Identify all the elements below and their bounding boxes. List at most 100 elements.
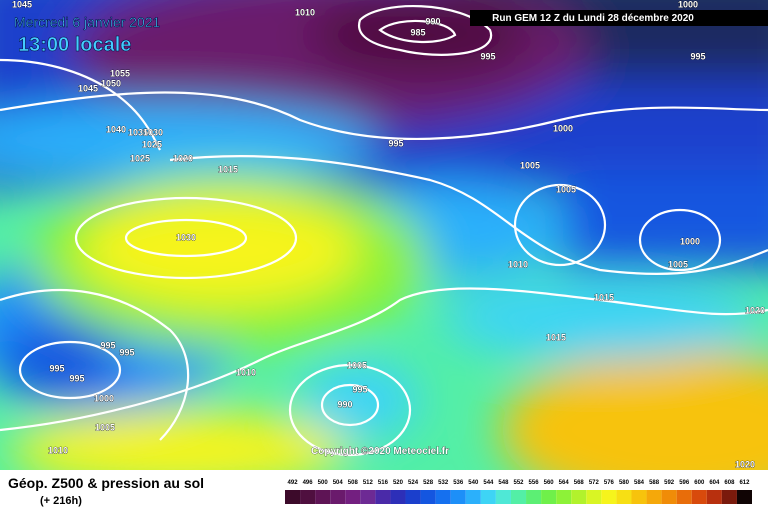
isobar-label: 995 bbox=[388, 138, 403, 148]
legend-label: 512 bbox=[363, 480, 374, 486]
legend-label: 560 bbox=[544, 480, 555, 486]
legend-label: 592 bbox=[664, 480, 675, 486]
legend-label: 552 bbox=[513, 480, 524, 486]
isobar-label: 1025 bbox=[130, 153, 150, 163]
isobar-label: 1000 bbox=[553, 123, 573, 133]
isobar-label: 1030 bbox=[143, 127, 163, 137]
legend-label: 564 bbox=[559, 480, 570, 486]
legend-swatch bbox=[360, 490, 376, 504]
legend-label: 608 bbox=[724, 480, 735, 486]
legend-swatch bbox=[526, 490, 542, 504]
isobar-label: 1005 bbox=[95, 422, 115, 432]
legend-swatch bbox=[601, 490, 617, 504]
isobar-label: 1010 bbox=[508, 259, 528, 269]
isobar-label: 1050 bbox=[101, 78, 121, 88]
isobar-label: 1005 bbox=[556, 184, 576, 194]
legend-label: 528 bbox=[423, 480, 434, 486]
legend-label: 604 bbox=[709, 480, 720, 486]
legend-label: 580 bbox=[619, 480, 630, 486]
isobar-label: 1005 bbox=[347, 360, 367, 370]
legend-label: 492 bbox=[288, 480, 299, 486]
legend-swatch bbox=[405, 490, 421, 504]
legend-swatch bbox=[465, 490, 481, 504]
legend-swatch bbox=[706, 490, 722, 504]
legend-label: 544 bbox=[483, 480, 494, 486]
legend-swatch bbox=[330, 490, 346, 504]
legend-swatch bbox=[721, 490, 737, 504]
legend-swatch bbox=[390, 490, 406, 504]
isobar-label: 1025 bbox=[142, 139, 162, 149]
isobar-label: 1040 bbox=[106, 124, 126, 134]
isobar-label: 995 bbox=[69, 373, 84, 383]
isobar-label: 1005 bbox=[520, 160, 540, 170]
legend-swatch bbox=[450, 490, 466, 504]
isobar-label: 995 bbox=[690, 51, 705, 61]
legend-swatch bbox=[510, 490, 527, 504]
legend-swatch bbox=[616, 490, 632, 504]
legend-label: 504 bbox=[333, 480, 344, 486]
legend-swatch bbox=[420, 490, 436, 504]
legend-swatch bbox=[435, 490, 451, 504]
isobar-label: 1005 bbox=[668, 259, 688, 269]
footer-title: Géop. Z500 & pression au sol bbox=[8, 475, 204, 491]
isobar-label: 1020 bbox=[735, 459, 755, 469]
isobar-label: 1055 bbox=[110, 68, 130, 78]
legend-swatch bbox=[345, 490, 361, 504]
isobar-label: 1020 bbox=[173, 153, 193, 163]
copyright: Copyright ©2020 Meteociel.fr bbox=[311, 446, 449, 457]
legend-label: 556 bbox=[529, 480, 540, 486]
isobar-label: 1020 bbox=[745, 305, 765, 315]
isobar-label: 1015 bbox=[218, 164, 238, 174]
legend-label: 520 bbox=[393, 480, 404, 486]
legend-label: 536 bbox=[453, 480, 464, 486]
isobar-label: 1045 bbox=[78, 83, 98, 93]
isobar-label: 1010 bbox=[236, 367, 256, 377]
isobars bbox=[0, 4, 768, 457]
legend-swatch bbox=[691, 490, 707, 504]
isobar-label: 1035 bbox=[128, 127, 148, 137]
legend-swatch bbox=[571, 490, 587, 504]
forecast-time: 13:00 locale bbox=[18, 34, 131, 56]
legend-label: 524 bbox=[408, 480, 419, 486]
isobar-label: 1015 bbox=[594, 292, 614, 302]
legend-label: 588 bbox=[649, 480, 660, 486]
isobar-label: 1010 bbox=[295, 7, 315, 17]
legend-swatch bbox=[480, 490, 496, 504]
legend-label: 532 bbox=[438, 480, 449, 486]
legend-label: 612 bbox=[739, 480, 750, 486]
legend-label: 516 bbox=[378, 480, 389, 486]
isobar-label: 985 bbox=[410, 27, 425, 37]
isobar-label: 1000 bbox=[678, 0, 698, 9]
legend-swatch bbox=[661, 490, 677, 504]
legend-label: 540 bbox=[468, 480, 479, 486]
legend-swatch bbox=[375, 490, 391, 504]
isobar-label: 990 bbox=[337, 399, 352, 409]
legend-swatch bbox=[495, 490, 511, 504]
isobar-label: 995 bbox=[49, 363, 64, 373]
isobar-label: 995 bbox=[352, 384, 367, 394]
legend-swatch bbox=[541, 490, 557, 504]
legend-label: 548 bbox=[498, 480, 509, 486]
footer-lead: (+ 216h) bbox=[40, 495, 82, 507]
legend-swatch bbox=[736, 490, 752, 504]
run-box bbox=[470, 10, 768, 26]
legend-label: 600 bbox=[694, 480, 705, 486]
legend-label: 508 bbox=[348, 480, 359, 486]
isobar-label: 990 bbox=[425, 16, 440, 26]
legend-label: 496 bbox=[303, 480, 314, 486]
legend-swatch bbox=[676, 490, 692, 504]
isobar-label: 995 bbox=[119, 347, 134, 357]
isobar-label: 1015 bbox=[546, 332, 566, 342]
legend-label: 572 bbox=[589, 480, 600, 486]
legend-swatch bbox=[315, 490, 331, 504]
legend-swatch bbox=[646, 490, 662, 504]
legend-label: 500 bbox=[318, 480, 329, 486]
legend-swatch bbox=[586, 490, 602, 504]
isobar-label: 995 bbox=[100, 340, 115, 350]
legend-label: 568 bbox=[574, 480, 585, 486]
run-info: Run GEM 12 Z du Lundi 28 décembre 2020 bbox=[492, 13, 694, 24]
isobar-label: 1000 bbox=[94, 393, 114, 403]
isobar-label: 1000 bbox=[680, 236, 700, 246]
